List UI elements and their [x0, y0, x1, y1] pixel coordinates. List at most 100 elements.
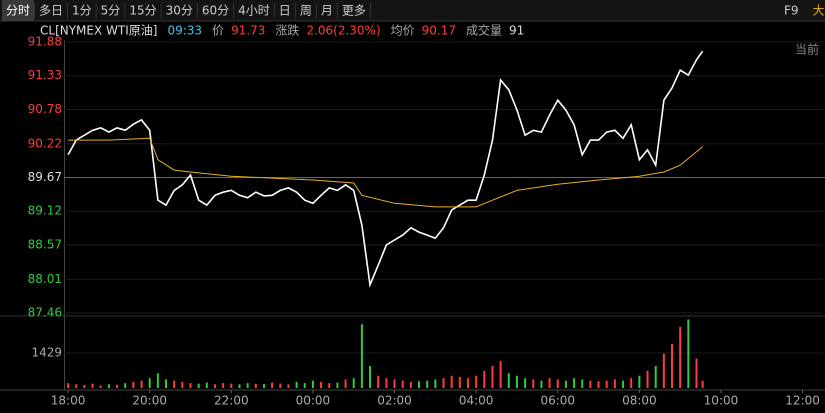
tab-active [2, 0, 35, 21]
volume-bar [262, 384, 265, 388]
tab[interactable]: 大 [813, 4, 825, 18]
x-tick-label: 06:00 [540, 394, 575, 408]
volume-bar [246, 383, 249, 388]
volume-bar [360, 324, 363, 388]
volume-bar [679, 326, 682, 388]
volume-bar [303, 383, 306, 388]
y-tick-label: 88.57 [28, 237, 62, 251]
volume-bar [287, 384, 290, 388]
y-tick-label: 88.01 [28, 272, 62, 286]
y-tick-label: 87.46 [28, 306, 62, 320]
quote-name: CL[NYMEX WTI原油] [40, 24, 157, 38]
volume-bar [532, 379, 535, 388]
volume-bar [605, 380, 608, 388]
tab[interactable]: 多日 [39, 4, 63, 18]
quote-time: 09:33 [167, 24, 202, 38]
volume-bar [548, 378, 551, 388]
y-tick-label: 90.78 [28, 102, 62, 116]
volume-bar [140, 380, 143, 388]
y-tick-label: 91.88 [28, 35, 62, 49]
volume-bar [173, 380, 176, 388]
y-tick-label: 89.12 [28, 204, 62, 218]
quote-change-label: 涨跌 [275, 23, 299, 38]
volume-bar [581, 379, 584, 388]
volume-bar [646, 370, 649, 388]
volume-bar [385, 378, 388, 388]
volume-bar [83, 385, 86, 388]
volume-bar [483, 370, 486, 388]
volume-bar [344, 379, 347, 388]
tab[interactable]: 分时 [6, 4, 30, 18]
quote-change: 2.06(2.30%) [306, 24, 380, 38]
volume-bar [466, 378, 469, 388]
volume-bar [597, 381, 600, 388]
volume-bar [458, 376, 461, 388]
volume-bar [311, 380, 314, 388]
volume-bar [148, 378, 151, 388]
volume-bar [238, 384, 241, 388]
volume-bar [507, 373, 510, 388]
tab[interactable]: 日 [279, 4, 291, 18]
y-tick-label: 90.22 [28, 136, 62, 150]
volume-bar [99, 385, 102, 388]
x-tick-label: 08:00 [622, 394, 657, 408]
volume-bar [630, 378, 633, 388]
volume-bar [254, 383, 257, 388]
volume-bar [328, 383, 331, 388]
volume-bar [352, 378, 355, 388]
volume-bar [524, 378, 527, 388]
volume-bar [450, 375, 453, 388]
tab[interactable]: 5分 [101, 4, 121, 18]
volume-bar [515, 375, 518, 388]
quote-vol-label: 成交量 [466, 23, 502, 38]
volume-bar [116, 384, 119, 388]
volume-bar [540, 380, 543, 388]
tab[interactable]: 30分 [166, 4, 193, 18]
volume-tick-label: 1429 [31, 346, 62, 360]
tab[interactable]: 4小时 [238, 4, 270, 18]
volume-bar [671, 343, 674, 388]
x-tick-label: 04:00 [459, 394, 494, 408]
x-tick-label: 22:00 [214, 394, 249, 408]
volume-bar [205, 382, 208, 388]
volume-bar [622, 380, 625, 388]
volume-bar [662, 353, 665, 388]
volume-bar [475, 375, 478, 388]
tab[interactable]: 月 [321, 4, 333, 18]
tab[interactable]: F9 [784, 4, 799, 18]
volume-bar [654, 365, 657, 388]
line-average [68, 137, 703, 208]
quote-avg: 90.17 [422, 24, 456, 38]
volume-bar [295, 381, 298, 388]
tab[interactable]: 1分 [72, 4, 92, 18]
volume-bar [279, 383, 282, 388]
volume-bar [377, 375, 380, 388]
volume-bar [638, 375, 641, 388]
volume-bar [165, 379, 168, 388]
volume-bar [230, 383, 233, 388]
quote-price-label: 价 [212, 24, 224, 38]
volume-bar [701, 380, 704, 388]
volume-bar [442, 378, 445, 388]
volume-bar [556, 379, 559, 388]
volume-bar [418, 381, 421, 388]
volume-bar [434, 379, 437, 388]
tab[interactable]: 周 [300, 4, 312, 18]
tab[interactable]: 60分 [202, 4, 229, 18]
x-tick-label: 00:00 [296, 394, 331, 408]
tab[interactable]: 15分 [129, 4, 156, 18]
volume-bar [222, 383, 225, 388]
volume-bar [107, 384, 110, 388]
y-tick-label: 91.33 [28, 68, 62, 82]
volume-bar [124, 383, 127, 388]
line-price [67, 50, 704, 288]
volume-bar [401, 380, 404, 388]
volume-bar [573, 378, 576, 388]
volume-bar [491, 365, 494, 388]
x-tick-label: 02:00 [377, 394, 412, 408]
tab[interactable]: 更多 [342, 4, 366, 18]
volume-bar [271, 382, 274, 388]
